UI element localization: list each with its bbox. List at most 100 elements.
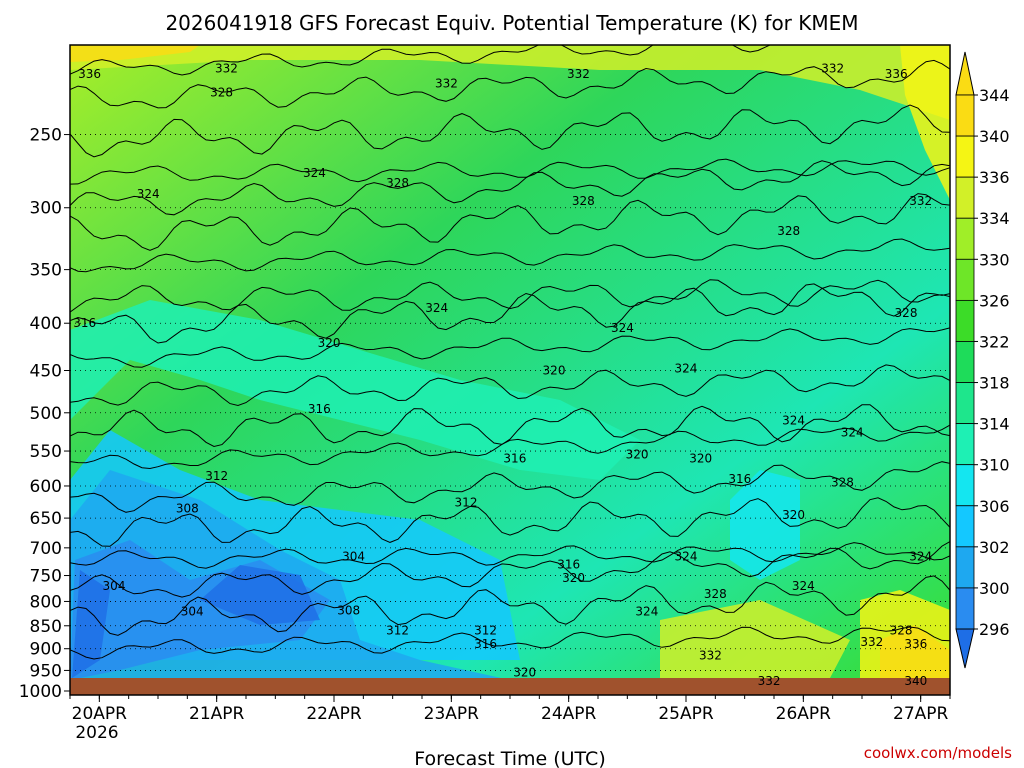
contour-label: 316 [503, 451, 526, 465]
contour-label: 320 [513, 666, 536, 680]
contour-label: 304 [103, 579, 126, 593]
colorbar-segment [955, 299, 975, 342]
y-tick-label: 500 [30, 404, 62, 424]
credit-text: coolwx.com/models [864, 744, 1012, 762]
colorbar-label: 330 [979, 250, 1010, 269]
contour-line [70, 404, 950, 448]
contour-label: 312 [205, 469, 228, 483]
y-tick-label: 600 [30, 477, 62, 497]
contour-line [70, 45, 919, 76]
contour-label: 308 [337, 603, 360, 617]
contour-label: 328 [572, 194, 595, 208]
contour-lines [70, 45, 950, 660]
contour-label: 332 [435, 76, 458, 90]
colorbar-label: 344 [979, 86, 1010, 105]
contour-label: 320 [562, 571, 585, 585]
contour-label: 324 [425, 301, 448, 315]
y-tick-label: 350 [30, 261, 62, 281]
field-band [660, 600, 850, 678]
x-year-label: 2026 [75, 723, 118, 743]
contour-label: 316 [308, 402, 331, 416]
colorbar-extend-min [955, 628, 975, 669]
contour-line [70, 279, 950, 313]
y-tick-label: 750 [30, 567, 62, 587]
colorbar-label: 336 [979, 168, 1010, 187]
colorbar-label: 314 [979, 415, 1010, 434]
field-band [880, 625, 950, 678]
y-tick-label: 550 [30, 442, 62, 462]
colorbar-label: 334 [979, 209, 1010, 228]
contour-label: 324 [137, 187, 160, 201]
contour-line [70, 283, 950, 344]
x-tick-label: 25APR [658, 704, 714, 724]
colorbar-segment [955, 217, 975, 260]
colorbar-segment [955, 464, 975, 507]
y-tick-label: 400 [30, 314, 62, 334]
contour-label: 332 [215, 61, 238, 75]
contour-label: 324 [635, 604, 658, 618]
field-band [70, 45, 200, 62]
field-band [900, 45, 950, 200]
field-band [730, 470, 800, 580]
contour-label: 312 [386, 623, 409, 637]
contour-label: 328 [895, 306, 918, 320]
contour-label: 336 [885, 67, 908, 81]
colorbar-segment [955, 94, 975, 137]
colorbar-segment [955, 176, 975, 219]
chart-title: 2026041918 GFS Forecast Equiv. Potential… [165, 11, 858, 35]
y-tick-label: 700 [30, 539, 62, 559]
contour-line [70, 327, 950, 368]
y-tick-label: 300 [30, 199, 62, 219]
contour-label: 332 [909, 194, 932, 208]
contour-line [70, 575, 950, 636]
contour-label: 328 [386, 176, 409, 190]
colorbar-segment [955, 258, 975, 301]
contour-label: 308 [176, 502, 199, 516]
field-band [200, 565, 320, 625]
x-tick-label: 21APR [189, 704, 245, 724]
contour-label: 328 [890, 623, 913, 637]
colorbar-label: 310 [979, 456, 1010, 475]
colorbar-segment [955, 382, 975, 425]
contour-label: 332 [699, 648, 722, 662]
x-axis-label: Forecast Time (UTC) [414, 748, 605, 768]
contour-label: 332 [758, 674, 781, 688]
contour-line [70, 497, 950, 547]
colorbar-label: 340 [979, 127, 1010, 146]
contour-line [70, 542, 950, 569]
colorbar-segment [955, 587, 975, 630]
contour-label: 324 [792, 579, 815, 593]
colorbar-extend-max [955, 51, 975, 96]
x-tick-label: 26APR [776, 704, 832, 724]
contour-label: 340 [904, 674, 927, 688]
contour-label: 324 [675, 549, 698, 563]
field-layers [70, 45, 950, 680]
y-tick-label: 900 [30, 640, 62, 660]
contour-label: 316 [728, 472, 751, 486]
x-tick-label: 22APR [306, 704, 362, 724]
contour-label: 332 [821, 61, 844, 75]
colorbar-segment [955, 546, 975, 589]
contour-label: 304 [181, 604, 204, 618]
contour-label: 328 [831, 476, 854, 490]
contour-label: 304 [342, 549, 365, 563]
colorbar-label: 296 [979, 620, 1010, 639]
colorbar: 344 340 336 334 330 326 322 318 314 310 306 302 300 2… [955, 51, 1010, 669]
colorbar-label: 300 [979, 579, 1010, 598]
y-tick-label: 800 [30, 592, 62, 612]
y-tick-label: 850 [30, 617, 62, 637]
y-tick-label: 250 [30, 126, 62, 146]
contour-line [70, 541, 950, 598]
contour-label: 336 [78, 67, 101, 81]
y-tick-label: 1000 [19, 682, 62, 702]
contour-line [70, 160, 950, 216]
colorbar-label: 306 [979, 497, 1010, 516]
contour-label: 328 [777, 224, 800, 238]
contour-label: 312 [474, 623, 497, 637]
contour-label: 336 [904, 637, 927, 651]
contour-line [70, 59, 950, 109]
contour-label: 324 [611, 321, 634, 335]
contour-label: 324 [909, 549, 932, 563]
x-tick-label: 20APR [72, 704, 128, 724]
